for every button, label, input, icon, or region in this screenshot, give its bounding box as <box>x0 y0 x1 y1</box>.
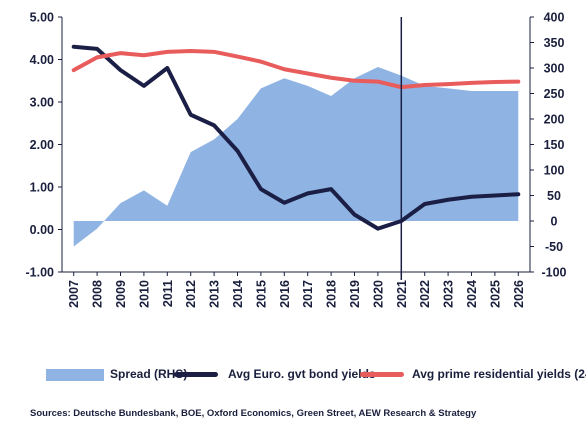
left-tick-label: 4.00 <box>30 53 54 67</box>
x-tick-label: 2010 <box>137 280 151 308</box>
right-tick-label: 0 <box>551 215 558 229</box>
x-tick-label: 2007 <box>67 280 81 308</box>
x-tick-label: 2019 <box>348 280 362 308</box>
legend-label-prime: Avg prime residential yields (24) <box>412 367 586 381</box>
x-tick-label: 2023 <box>442 280 456 308</box>
right-tick-label: 200 <box>544 113 565 127</box>
right-tick-label: -50 <box>545 240 563 254</box>
series-line-bond-yields <box>71 44 521 231</box>
x-tick-label: 2018 <box>325 280 339 308</box>
x-tick-label: 2024 <box>465 280 479 308</box>
x-tick-label: 2012 <box>184 280 198 308</box>
legend-swatch-spread <box>46 369 104 381</box>
x-tick-label: 2022 <box>418 280 432 308</box>
x-tick-label: 2009 <box>114 280 128 308</box>
x-tick-label: 2016 <box>278 280 292 308</box>
legend-label-spread: Spread (RHS) <box>110 367 188 381</box>
x-tick-label: 2017 <box>301 280 315 308</box>
left-tick-label: 3.00 <box>30 96 54 110</box>
series-line-prime-residential-yields <box>71 49 521 90</box>
right-tick-label: 100 <box>544 164 565 178</box>
left-tick-label: 0.00 <box>30 223 54 237</box>
x-tick-label: 2013 <box>208 280 222 308</box>
right-tick-label: -100 <box>541 266 566 280</box>
right-tick-label: 50 <box>547 189 561 203</box>
series-area-spread <box>73 66 519 247</box>
right-tick-label: 350 <box>544 36 565 50</box>
left-tick-label: 5.00 <box>30 11 54 25</box>
x-tick-label: 2011 <box>161 280 175 307</box>
left-tick-label: 1.00 <box>30 181 54 195</box>
legend-swatch-bond <box>174 372 218 377</box>
source-note: Sources: Deutsche Bundesbank, BOE, Oxfor… <box>30 408 477 419</box>
x-tick-label: 2021 <box>395 280 409 308</box>
right-tick-label: 400 <box>544 11 565 25</box>
left-tick-label: -1.00 <box>26 266 55 280</box>
legend-swatch-prime <box>360 372 404 377</box>
right-tick-label: 150 <box>544 138 565 152</box>
legend: Spread (RHS) Avg Euro. gvt bond yields A… <box>46 366 586 384</box>
x-tick-label: 2026 <box>512 280 526 308</box>
x-tick-label: 2014 <box>231 280 245 308</box>
x-tick-label: 2020 <box>371 280 385 308</box>
x-tick-label: 2025 <box>488 280 502 308</box>
right-tick-label: 300 <box>544 62 565 76</box>
chart: -1.00 0.00 1.00 2.00 3.00 4.00 5.00 -100 -50 0 50 1… <box>26 11 567 308</box>
left-tick-label: 2.00 <box>30 138 54 152</box>
legend-label-bond: Avg Euro. gvt bond yields <box>228 367 376 381</box>
x-tick-label: 2008 <box>91 280 105 308</box>
right-tick-label: 250 <box>544 87 565 101</box>
x-tick-label: 2015 <box>254 280 268 308</box>
